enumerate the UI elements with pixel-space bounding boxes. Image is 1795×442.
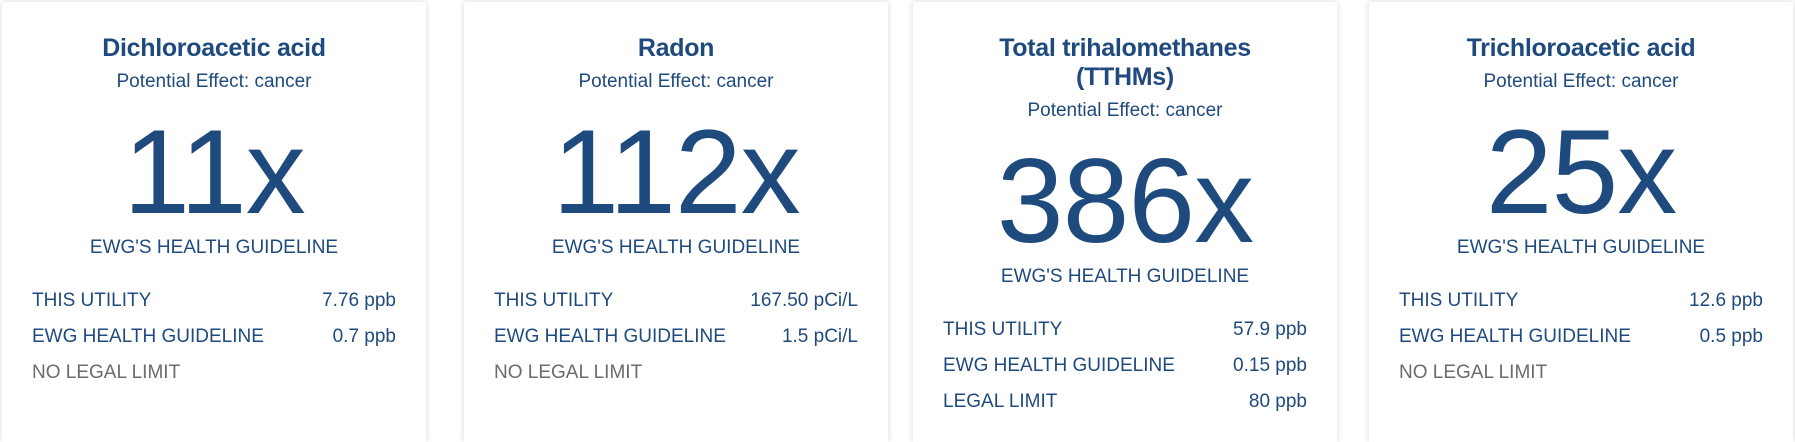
guideline-multiple-label: EWG'S HEALTH GUIDELINE: [89, 237, 339, 258]
row-value: 0.15 ppb: [1233, 355, 1307, 376]
this-utility-row: THIS UTILITY 12.6 ppb: [1399, 283, 1763, 319]
legal-limit-row: LEGAL LIMIT 80 ppb: [943, 384, 1307, 420]
row-label: NO LEGAL LIMIT: [494, 362, 643, 383]
row-value: 12.6 ppb: [1689, 290, 1763, 311]
row-label: EWG HEALTH GUIDELINE: [943, 355, 1175, 376]
ewg-guideline-row: EWG HEALTH GUIDELINE 0.7 ppb: [32, 319, 396, 355]
row-label: THIS UTILITY: [943, 319, 1063, 340]
guideline-multiple: 25x: [1485, 105, 1677, 239]
contaminant-card-tthms: Total trihalomethanes (TTHMs) Potential …: [913, 2, 1337, 442]
ewg-guideline-row: EWG HEALTH GUIDELINE 0.5 ppb: [1399, 319, 1763, 355]
contaminant-title[interactable]: Dichloroacetic acid: [102, 34, 326, 62]
guideline-multiple: 11x: [123, 105, 306, 239]
guideline-multiple-label: EWG'S HEALTH GUIDELINE: [1000, 266, 1250, 287]
row-label: LEGAL LIMIT: [943, 391, 1058, 412]
row-value: 57.9 ppb: [1233, 319, 1307, 340]
guideline-multiple-label: EWG'S HEALTH GUIDELINE: [1456, 237, 1706, 258]
potential-effect: Potential Effect: cancer: [1483, 71, 1679, 92]
this-utility-row: THIS UTILITY 7.76 ppb: [32, 283, 396, 319]
contaminant-title[interactable]: Radon: [637, 34, 715, 62]
potential-effect: Potential Effect: cancer: [116, 71, 312, 92]
row-label: EWG HEALTH GUIDELINE: [32, 326, 264, 347]
contaminant-card-dichloroacetic-acid: Dichloroacetic acid Potential Effect: ca…: [2, 2, 426, 442]
row-label: THIS UTILITY: [494, 290, 614, 311]
row-value: 7.76 ppb: [322, 290, 396, 311]
contaminant-card-trichloroacetic-acid: Trichloroacetic acid Potential Effect: c…: [1369, 2, 1793, 442]
row-value: 80 ppb: [1248, 391, 1307, 412]
ewg-guideline-row: EWG HEALTH GUIDELINE 1.5 pCi/L: [494, 319, 858, 355]
row-value: 0.5 ppb: [1699, 326, 1763, 347]
contaminant-title[interactable]: Total trihalomethanes (TTHMs): [999, 34, 1251, 91]
row-label: THIS UTILITY: [1399, 290, 1519, 311]
row-label: THIS UTILITY: [32, 290, 152, 311]
contaminant-card-radon: Radon Potential Effect: cancer 112x EWG'…: [464, 2, 888, 442]
row-value: 1.5 pCi/L: [781, 326, 858, 347]
contaminant-title[interactable]: Trichloroacetic acid: [1466, 34, 1696, 62]
row-value: 0.7 ppb: [332, 326, 396, 347]
this-utility-row: THIS UTILITY 167.50 pCi/L: [494, 283, 858, 319]
potential-effect: Potential Effect: cancer: [1027, 100, 1223, 121]
legal-limit-row: NO LEGAL LIMIT: [32, 355, 396, 391]
legal-limit-row: NO LEGAL LIMIT: [494, 355, 858, 391]
row-label: EWG HEALTH GUIDELINE: [494, 326, 726, 347]
row-value: 167.50 pCi/L: [750, 290, 858, 311]
this-utility-row: THIS UTILITY 57.9 ppb: [943, 312, 1307, 348]
legal-limit-row: NO LEGAL LIMIT: [1399, 355, 1763, 391]
ewg-guideline-row: EWG HEALTH GUIDELINE 0.15 ppb: [943, 348, 1307, 384]
row-label: NO LEGAL LIMIT: [32, 362, 181, 383]
guideline-multiple: 112x: [552, 105, 800, 239]
row-label: EWG HEALTH GUIDELINE: [1399, 326, 1631, 347]
guideline-multiple: 386x: [996, 134, 1254, 268]
row-label: NO LEGAL LIMIT: [1399, 362, 1548, 383]
guideline-multiple-label: EWG'S HEALTH GUIDELINE: [551, 237, 801, 258]
potential-effect: Potential Effect: cancer: [578, 71, 774, 92]
